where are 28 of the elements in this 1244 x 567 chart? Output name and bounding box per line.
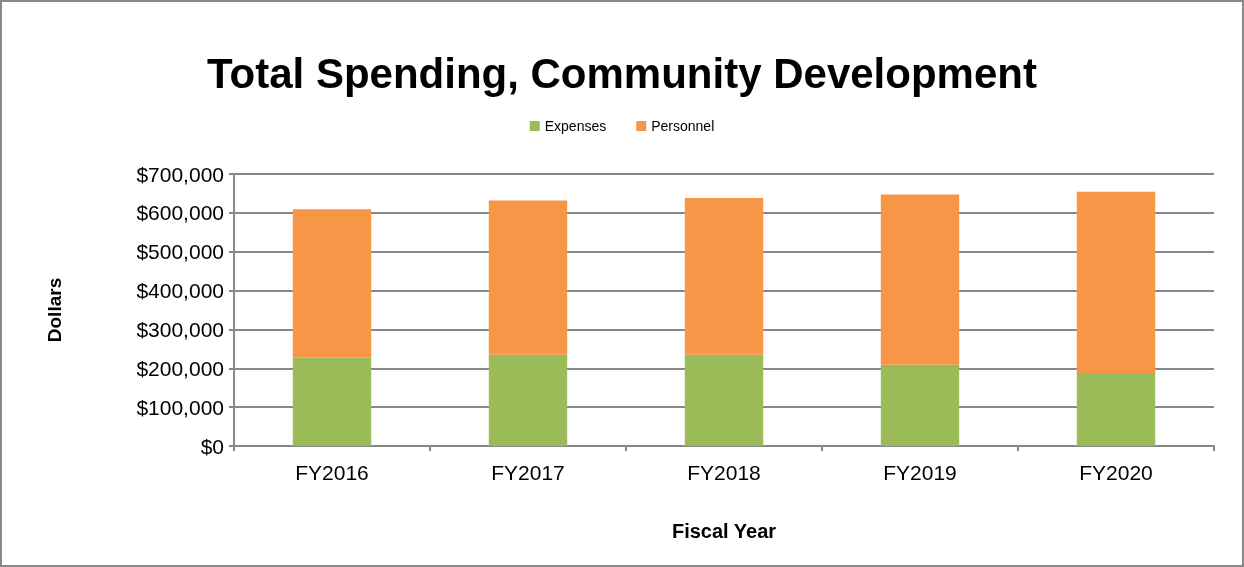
legend-label: Personnel: [651, 118, 715, 134]
y-tick-label: $300,000: [136, 317, 224, 341]
bar: [684, 354, 764, 446]
y-tick-label: $100,000: [136, 395, 224, 419]
y-tick-label: $500,000: [136, 240, 224, 264]
bar: [1076, 372, 1156, 446]
y-tick-label: $700,000: [136, 162, 224, 186]
y-tick-label: $400,000: [136, 279, 224, 303]
bar: [880, 364, 960, 446]
x-axis-title: Fiscal Year: [671, 520, 777, 542]
bar: [684, 198, 764, 355]
x-tick-label: FY2016: [295, 461, 369, 484]
bar: [488, 200, 568, 355]
bar: [1076, 191, 1156, 373]
x-tick-label: FY2018: [687, 461, 761, 484]
bar: [880, 194, 960, 365]
bar: [488, 354, 568, 446]
legend-label: Expenses: [544, 118, 607, 134]
bar: [292, 357, 372, 446]
chart-title: Total Spending, Community Development: [207, 49, 1037, 97]
y-axis-title: Dollars: [44, 277, 65, 343]
y-tick-label: $600,000: [136, 201, 224, 225]
y-tick-label: $0: [200, 434, 224, 458]
x-tick-label: FY2019: [883, 461, 957, 484]
x-tick-label: FY2020: [1079, 461, 1153, 484]
bar: [292, 209, 372, 358]
x-tick-label: FY2017: [491, 461, 565, 484]
y-tick-label: $200,000: [136, 356, 224, 380]
